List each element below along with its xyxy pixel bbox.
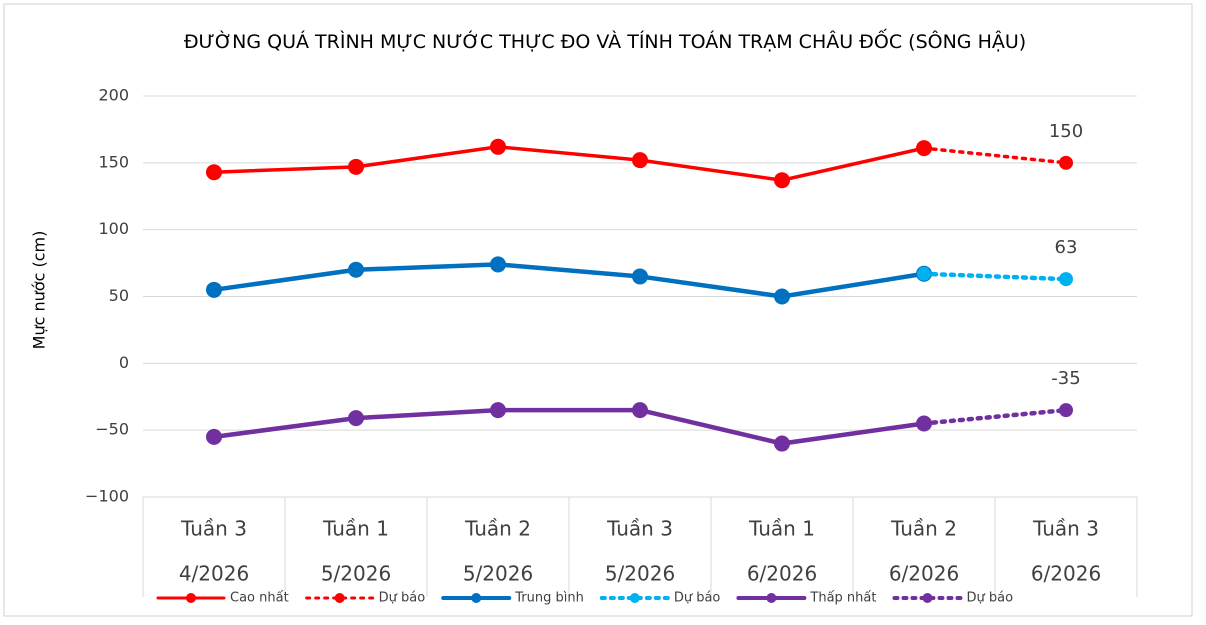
data-label: 150 (1049, 121, 1083, 142)
marker (774, 288, 790, 305)
marker (1059, 403, 1073, 418)
marker (206, 428, 222, 445)
x-tick-label: Tuần 2 (464, 517, 531, 541)
y-tick-label: 0 (119, 353, 129, 372)
marker (206, 281, 222, 298)
x-tick-label: Tuần 1 (748, 517, 815, 541)
marker (206, 164, 222, 181)
marker (917, 416, 931, 431)
data-label: 63 (1055, 237, 1078, 258)
marker (774, 435, 790, 452)
marker (348, 410, 364, 427)
x-tick-label: Tuần 1 (322, 517, 389, 541)
legend-label: Dự báo (674, 591, 721, 606)
y-tick-label: 100 (98, 219, 129, 238)
marker (632, 402, 648, 419)
series-line (211, 262, 927, 299)
x-tick-label: Tuần 2 (890, 517, 957, 541)
x-tick-label: 6/2026 (747, 562, 817, 586)
x-tick-label: 5/2026 (321, 562, 391, 586)
chart-title: ĐƯỜNG QUÁ TRÌNH MỰC NƯỚC THỰC ĐO VÀ TÍNH… (183, 31, 1027, 53)
marker (1059, 272, 1073, 287)
series-line (212, 145, 926, 182)
legend-marker (334, 593, 345, 603)
legend-label: Trung bình (514, 591, 584, 606)
y-tick-label: 200 (98, 86, 129, 105)
series-line (211, 407, 927, 446)
marker (490, 256, 506, 273)
series-line (921, 407, 1069, 426)
x-tick-label: 5/2026 (605, 562, 675, 586)
x-tick-label: 6/2026 (889, 562, 959, 586)
legend-marker (471, 593, 482, 603)
marker (774, 172, 790, 189)
legend-label: Dự báo (966, 591, 1013, 606)
y-tick-label: 150 (98, 152, 129, 171)
x-tick-label: 4/2026 (179, 562, 249, 586)
legend-marker (186, 593, 196, 603)
frame (3, 3, 1193, 617)
x-tick-label: 5/2026 (463, 562, 533, 586)
marker (632, 268, 648, 285)
x-tick-label: Tuần 3 (180, 517, 247, 541)
y-tick-label: −50 (95, 420, 129, 439)
legend-label: Cao nhất (230, 591, 289, 606)
series-line (922, 146, 1068, 165)
legend-label: Thấp nhất (809, 591, 876, 606)
x-tick-label: 6/2026 (1031, 562, 1101, 586)
data-label: -35 (1051, 368, 1080, 389)
marker (348, 158, 364, 175)
marker (490, 138, 506, 155)
marker (348, 261, 364, 278)
x-tick-label: Tuần 3 (606, 517, 673, 541)
legend-label: Dự báo (379, 591, 426, 606)
y-axis-label: Mực nước (cm) (30, 231, 49, 350)
y-tick-label: −100 (85, 487, 129, 506)
legend-marker (922, 593, 933, 603)
marker (632, 152, 648, 169)
y-tick-label: 50 (109, 286, 129, 305)
marker (1059, 155, 1073, 170)
series-line (921, 271, 1069, 282)
marker (917, 266, 931, 281)
legend-marker (629, 593, 640, 603)
marker (917, 141, 931, 156)
legend-marker (766, 593, 777, 603)
x-tick-label: Tuần 3 (1032, 517, 1099, 541)
marker (490, 402, 506, 419)
